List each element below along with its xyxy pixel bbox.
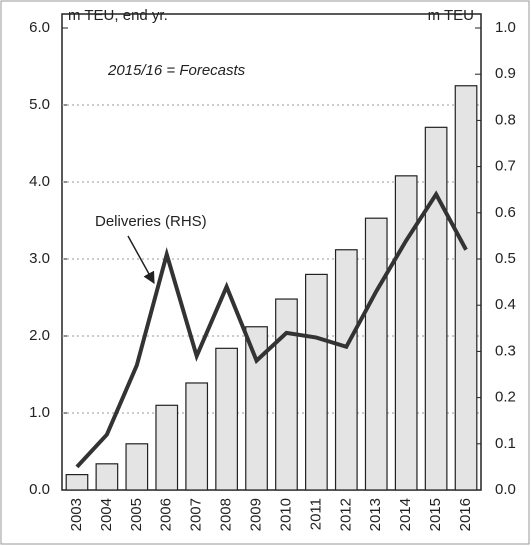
bar [424, 126, 448, 491]
bar [364, 217, 388, 491]
bar [454, 85, 478, 491]
y2-tick-label: 0.7 [495, 158, 516, 175]
x-tick-label: 2003 [68, 498, 85, 531]
series-label: Deliveries (RHS) [95, 213, 207, 230]
bar [185, 382, 209, 491]
bar [245, 326, 268, 491]
annotation: 2015/16 = Forecasts [107, 62, 246, 79]
bar [65, 474, 89, 491]
y2-tick-label: 0.0 [495, 481, 516, 498]
bar [275, 298, 298, 491]
y-tick-label: 2.0 [29, 327, 50, 344]
annotation-arrow [127, 235, 155, 285]
bar [155, 404, 179, 491]
bar [394, 175, 418, 491]
x-tick-label: 2010 [277, 498, 294, 531]
x-tick-label: 2014 [397, 498, 414, 531]
x-tick-label: 2005 [128, 498, 145, 531]
x-tick-label: 2016 [457, 498, 474, 531]
x-tick-label: 2011 [307, 498, 324, 530]
y-tick-label: 0.0 [29, 481, 50, 498]
x-tick-label: 2004 [98, 498, 115, 531]
y2-tick-label: 0.5 [495, 250, 516, 267]
bar [95, 463, 119, 491]
y2-axis-label: m TEU [428, 7, 474, 24]
y2-tick-label: 0.9 [495, 65, 516, 82]
x-tick-label: 2015 [427, 498, 444, 531]
x-tick-label: 2008 [218, 498, 235, 531]
y2-tick-label: 0.6 [495, 204, 516, 221]
y2-tick-label: 0.1 [495, 435, 516, 452]
y-tick-label: 4.0 [29, 173, 50, 190]
y-axis-label: m TEU, end yr. [68, 7, 168, 24]
line [75, 190, 468, 469]
x-tick-label: 2009 [248, 498, 265, 531]
y2-tick-label: 0.8 [495, 111, 516, 128]
y2-tick-label: 0.4 [495, 296, 516, 313]
x-tick-label: 2007 [188, 498, 205, 531]
bar [305, 273, 328, 491]
y-tick-label: 1.0 [29, 404, 50, 421]
y2-tick-label: 0.3 [495, 342, 516, 359]
bar [334, 249, 358, 491]
x-tick-label: 2012 [337, 498, 354, 531]
bar [215, 347, 238, 491]
bar [125, 443, 149, 491]
y-tick-label: 5.0 [29, 96, 50, 113]
x-tick-label: 2006 [158, 498, 175, 531]
y2-tick-label: 0.2 [495, 389, 516, 406]
plot-frame [61, 13, 482, 491]
y-tick-label: 3.0 [29, 250, 50, 267]
y-tick-label: 6.0 [29, 19, 50, 36]
y2-tick-label: 1.0 [495, 19, 516, 36]
x-tick-label: 2013 [367, 498, 384, 531]
